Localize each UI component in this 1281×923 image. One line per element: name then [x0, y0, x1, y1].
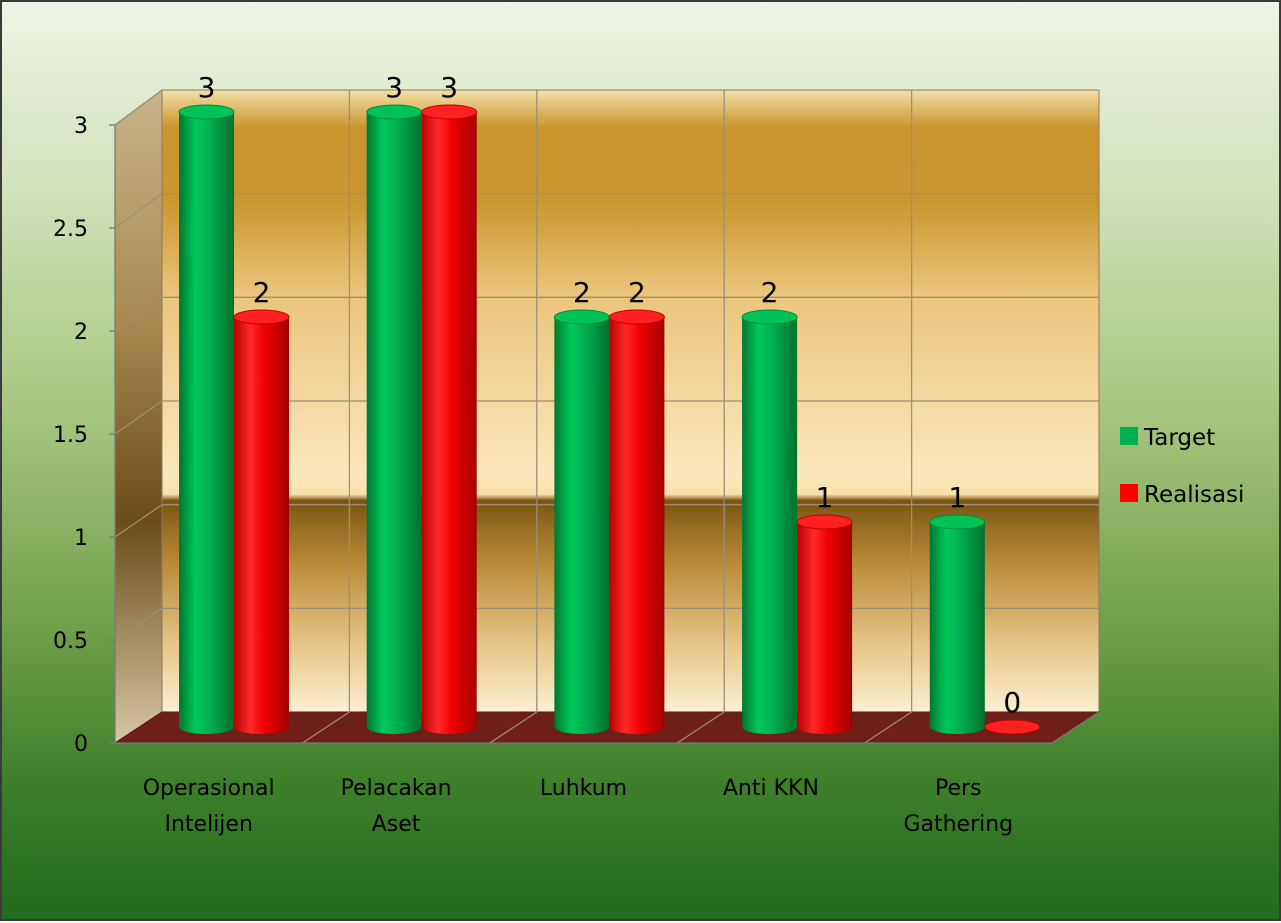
gridline-side [114, 89, 163, 126]
y-tick-label: 2 [74, 320, 88, 345]
category-label: Pers [935, 776, 982, 801]
category-label: Anti KKN [723, 776, 819, 801]
floor-divider [489, 711, 538, 744]
floor-divider [302, 711, 350, 744]
gridline-side [114, 193, 163, 229]
data-label-realisasi-3: 2 [628, 276, 646, 309]
y-tick-label: 1 [74, 526, 88, 551]
gridlines [114, 89, 1099, 744]
category-label: Gathering [903, 812, 1013, 837]
gridline-side [114, 296, 163, 332]
gridline-side [114, 504, 163, 538]
bar-realisasi-1 [233, 309, 290, 735]
category-label: Operasional [143, 776, 275, 801]
legend-swatch-target [1120, 427, 1138, 445]
legend-label-realisasi: Realisasi [1144, 482, 1244, 508]
floor-divider [676, 711, 725, 744]
legend-label-target: Target [1143, 425, 1215, 451]
gridline-side [114, 400, 163, 435]
data-label-target-3: 2 [573, 276, 591, 309]
data-label-realisasi-2: 3 [440, 71, 458, 104]
category-label: Intelijen [164, 812, 252, 837]
chart-side-wall [114, 89, 163, 744]
data-label-realisasi-5: 0 [1003, 686, 1021, 719]
y-tick-label: 1.5 [53, 423, 88, 448]
bar-target-1 [178, 104, 235, 735]
category-label: Pelacakan [341, 776, 452, 801]
data-labels: 3 2 3 3 2 2 2 1 1 0 [198, 71, 1022, 719]
y-tick-label: 0.5 [53, 629, 88, 654]
bar-target-4 [741, 309, 798, 735]
bar-realisasi-2 [421, 104, 478, 735]
floor-divider [864, 711, 912, 744]
data-label-realisasi-1: 2 [253, 276, 271, 309]
gridline-side [114, 607, 163, 641]
bar-realisasi-4 [796, 514, 853, 735]
y-tick-label: 0 [74, 732, 88, 757]
legend: Target Realisasi [1120, 425, 1244, 508]
bar-target-2 [366, 104, 423, 735]
y-tick-label: 3 [74, 114, 88, 139]
y-tick-label: 2.5 [53, 217, 88, 242]
data-label-realisasi-4: 1 [816, 481, 834, 514]
y-axis: 0 0.5 1 1.5 2 2.5 3 [53, 114, 1100, 757]
x-axis: Operasional Intelijen Pelacakan Aset Luhkum A… [143, 776, 1013, 837]
data-label-target-4: 2 [761, 276, 779, 309]
bar-target-3 [553, 309, 610, 735]
floor-edge [1051, 711, 1100, 744]
bar-realisasi-3 [608, 309, 665, 735]
data-label-target-2: 3 [385, 71, 403, 104]
category-label: Aset [372, 812, 421, 837]
bars [178, 104, 1041, 735]
bar-realisasi-5 [984, 719, 1041, 735]
legend-swatch-realisasi [1120, 484, 1138, 502]
data-label-target-5: 1 [948, 481, 966, 514]
data-label-target-1: 3 [198, 71, 216, 104]
category-label: Luhkum [540, 776, 627, 801]
bar-target-5 [929, 514, 986, 735]
